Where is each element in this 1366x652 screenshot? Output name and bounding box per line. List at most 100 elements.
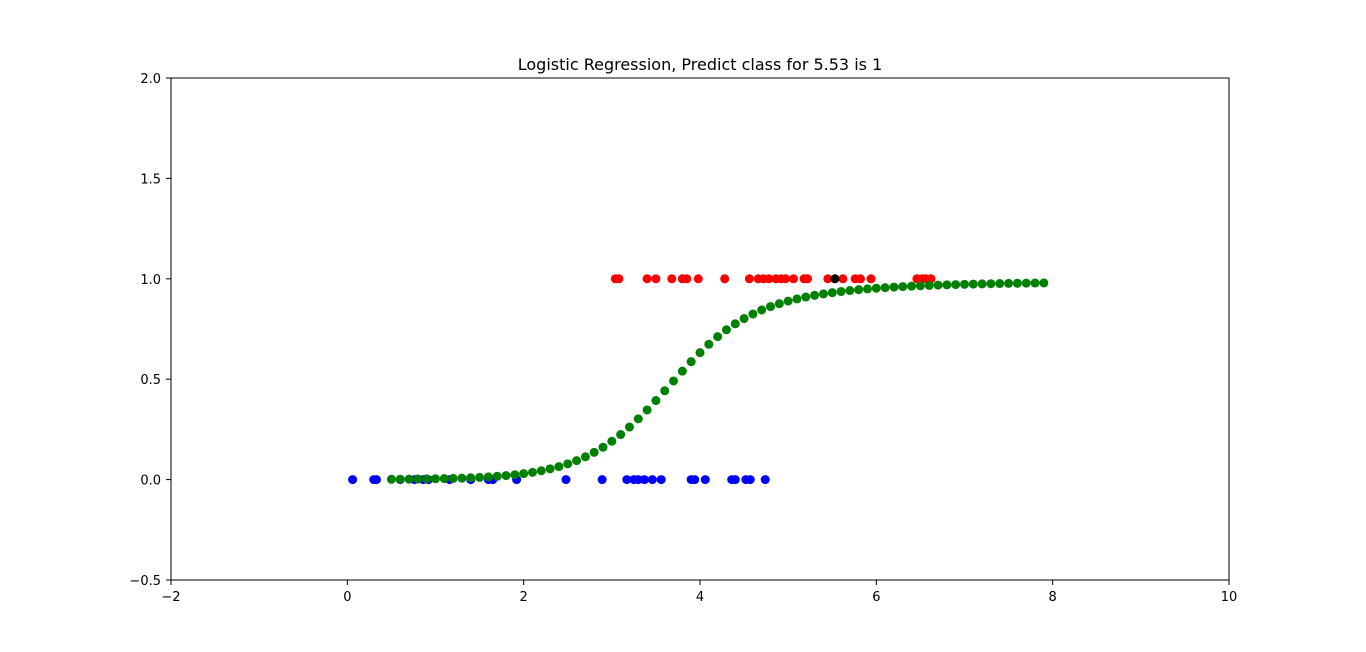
sigmoid-curve-point <box>801 292 811 302</box>
sigmoid-curve-point <box>633 414 643 424</box>
x-tick-label: 4 <box>696 590 704 605</box>
class-1-point <box>764 274 774 284</box>
class-0-point <box>639 475 649 485</box>
x-tick-label: −2 <box>161 590 180 605</box>
sigmoid-curve-point <box>536 466 546 476</box>
sigmoid-curve-point <box>704 339 714 349</box>
sigmoid-curve-point <box>589 447 599 457</box>
class-1-point <box>667 274 677 284</box>
sigmoid-curve-point <box>545 464 555 474</box>
sigmoid-curve-point <box>563 459 573 469</box>
class-0-point <box>690 475 700 485</box>
y-tick-label: 1.5 <box>140 172 161 187</box>
sigmoid-curve-point <box>713 332 723 342</box>
x-tick-label: 0 <box>343 590 351 605</box>
sigmoid-curve-point <box>1039 278 1049 288</box>
sigmoid-curve-point <box>422 474 432 484</box>
sigmoid-curve-point <box>995 279 1005 289</box>
sigmoid-curve-point <box>783 296 793 306</box>
sigmoid-curve-point <box>642 405 652 415</box>
class-0-point <box>371 475 381 485</box>
sigmoid-curve-point <box>501 471 511 481</box>
sigmoid-curve-point <box>845 286 855 296</box>
sigmoid-curve-point <box>915 281 925 291</box>
x-tick-label: 8 <box>1049 590 1057 605</box>
sigmoid-curve-point <box>739 314 749 324</box>
sigmoid-curve-point <box>492 471 502 481</box>
sigmoid-curve-point <box>721 325 731 335</box>
class-0-point <box>730 475 740 485</box>
sigmoid-curve-point <box>695 348 705 358</box>
sigmoid-curve-point <box>766 302 776 312</box>
sigmoid-curve-point <box>395 474 405 484</box>
sigmoid-curve-point <box>554 462 564 472</box>
sigmoid-curve-point <box>475 472 485 482</box>
class-0-point <box>647 475 657 485</box>
sigmoid-curve-point <box>572 456 582 466</box>
sigmoid-curve-point <box>863 284 873 294</box>
class-1-point <box>866 274 876 284</box>
sigmoid-curve-point <box>898 282 908 292</box>
sigmoid-curve-point <box>616 430 626 440</box>
class-0-point <box>348 475 358 485</box>
sigmoid-curve-point <box>889 282 899 292</box>
sigmoid-curve-point <box>607 436 617 446</box>
class-1-point <box>788 274 798 284</box>
sigmoid-curve-point <box>880 283 890 293</box>
sigmoid-curve-point <box>466 473 476 483</box>
class-1-point <box>838 274 848 284</box>
class-1-point <box>693 274 703 284</box>
y-axis: −0.5 0.0 0.5 1.0 1.5 2.0 <box>129 72 171 589</box>
class-1-point <box>614 274 624 284</box>
sigmoid-curve-point <box>1012 278 1022 288</box>
sigmoid-curve-point <box>1030 278 1040 288</box>
sigmoid-curve-point <box>960 279 969 289</box>
sigmoid-curve-point <box>1004 278 1014 288</box>
sigmoid-curve-point <box>854 285 864 295</box>
sigmoid-curve-point <box>527 467 537 477</box>
sigmoid-curve-point <box>942 280 952 290</box>
class-0-point <box>700 475 710 485</box>
sigmoid-curve-point <box>439 474 449 484</box>
sigmoid-curve-point <box>924 280 934 290</box>
class-0-point <box>760 475 770 485</box>
sigmoid-curve-point <box>457 473 467 483</box>
class-0-point <box>745 475 755 485</box>
sigmoid-curve-point <box>836 287 846 297</box>
y-tick-label: 0.0 <box>140 474 161 489</box>
x-tick-label: 6 <box>872 590 880 605</box>
class-1-point <box>781 274 791 284</box>
class-1-point <box>744 274 754 284</box>
sigmoid-curve-point <box>827 288 837 298</box>
sigmoid-curve-point <box>431 474 440 484</box>
sigmoid-curve-point <box>748 309 758 319</box>
sigmoid-curve-point <box>651 396 661 406</box>
x-axis: −2 0 2 4 6 8 10 <box>161 580 1237 605</box>
sigmoid-curve-point <box>810 290 820 300</box>
sigmoid-curve-point <box>404 474 414 484</box>
class-1-point <box>682 274 692 284</box>
sigmoid-curve-point <box>907 281 917 291</box>
sigmoid-curve-point <box>386 474 396 484</box>
sigmoid-curve-point <box>624 422 634 432</box>
class-1-point <box>720 274 730 284</box>
sigmoid-curve-point <box>677 366 687 376</box>
sigmoid-curve-point <box>757 305 767 315</box>
chart-title: Logistic Regression, Predict class for 5… <box>518 55 883 74</box>
y-tick-label: 2.0 <box>140 72 161 87</box>
sigmoid-curve-point <box>968 279 978 289</box>
plot-frame <box>170 77 1230 581</box>
sigmoid-curve-point <box>1021 278 1031 288</box>
sigmoid-curve-point <box>792 294 802 304</box>
x-tick-label: 10 <box>1221 590 1238 605</box>
sigmoid-curve-point <box>669 376 679 386</box>
sigmoid-curve-point <box>483 472 493 482</box>
sigmoid-curve-point <box>977 279 987 289</box>
y-tick-label: −0.5 <box>129 574 161 589</box>
sigmoid-curve-point <box>660 386 670 396</box>
sigmoid-curve-point <box>413 474 423 484</box>
sigmoid-curve-point <box>448 473 458 483</box>
sigmoid-curve-point <box>951 280 961 290</box>
class-0-point <box>597 475 607 485</box>
sigmoid-curve-point <box>933 280 943 290</box>
